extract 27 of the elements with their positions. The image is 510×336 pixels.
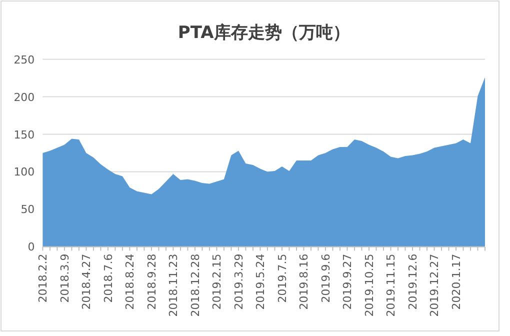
x-tick-label: 2019.11.15	[384, 254, 398, 317]
x-tick-label: 2018.8.24	[124, 254, 137, 310]
y-tick-label: 0	[28, 240, 35, 254]
x-tick-label: 2019.9.27	[341, 254, 354, 310]
x-tick-label: 2019.5.24	[254, 254, 268, 310]
x-tick-label: 2019.7.5	[276, 254, 289, 303]
y-tick-label: 100	[14, 166, 35, 179]
y-tick-label: 250	[14, 53, 35, 66]
x-tick-label: 2020.1.17	[450, 254, 463, 310]
x-tick-label: 2019.12.27	[428, 254, 442, 317]
x-tick-label: 2019.10.25	[362, 254, 376, 317]
y-tick-label: 200	[14, 90, 35, 104]
chart-title: PTA库存走势（万吨）	[178, 23, 350, 43]
x-tick-label: 2018.12.28	[188, 254, 202, 317]
x-tick-label: 2019.8.16	[298, 254, 311, 310]
x-tick-label: 2018.11.23	[167, 254, 180, 317]
x-tick-label: 2018.7.6	[102, 254, 115, 303]
x-tick-label: 2018.9.28	[145, 254, 158, 310]
x-tick-label: 2019.9.6	[319, 254, 332, 303]
x-tick-label: 2018.3.9	[58, 254, 72, 303]
x-tick-label: 2019.12.6	[406, 254, 420, 310]
y-tick-label: 50	[20, 203, 35, 216]
y-tick-label: 150	[14, 128, 35, 142]
x-tick-label: 2019.3.29	[232, 254, 246, 310]
x-tick-label: 2018.2.2	[36, 254, 50, 303]
x-tick-label: 2019.2.15	[210, 254, 224, 310]
x-tick-label: 2018.4.27	[80, 254, 94, 310]
